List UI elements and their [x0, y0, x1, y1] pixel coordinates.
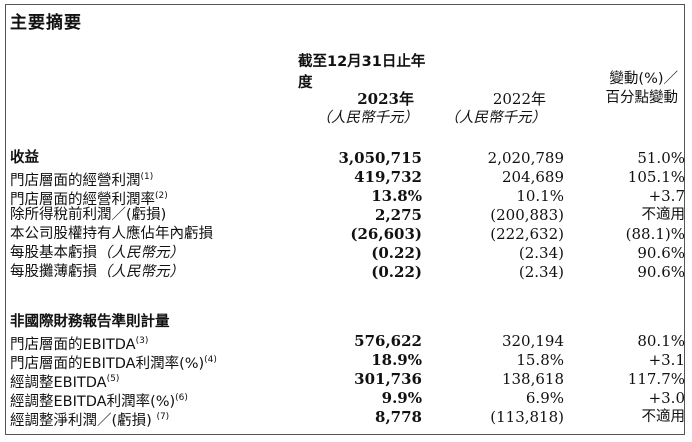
value-2022: (200,883) — [490, 206, 564, 224]
column-header-change: 變動(%)／ 百分點變動 — [560, 70, 679, 108]
page-title: 主要摘要 — [10, 13, 82, 33]
value-2022: (222,632) — [490, 225, 564, 243]
value-2023: 13.8% — [371, 187, 422, 205]
table-row-revenue: 收益 3,050,715 2,020,789 51.0% — [10, 149, 685, 168]
table-row-store-ebitda: 門店層面的EBITDA(3) 576,622 320,194 80.1% — [10, 332, 685, 353]
value-change: 不適用 — [641, 409, 686, 425]
column-unit-2023: （人民幣千元） — [316, 110, 419, 126]
value-2023: 3,050,715 — [338, 149, 422, 167]
value-2023: (26,603) — [350, 225, 422, 243]
value-change: 90.6% — [637, 263, 685, 281]
row-label: 本公司股權持有人應佔年內虧損 — [10, 226, 213, 242]
column-header-2022: 2022年 （人民幣千元） — [430, 90, 547, 128]
value-change: +3.1 — [648, 351, 685, 369]
row-label: 每股攤薄虧損（人民幣元） — [10, 264, 184, 280]
value-2023: 301,736 — [354, 370, 422, 388]
period-header: 截至12月31日止年度 — [298, 54, 426, 91]
row-label: 經調整EBITDA(5) — [10, 374, 120, 391]
table-row-adjusted-ebitda-margin: 經調整EBITDA利潤率(%)(6) 9.9% 6.9% +3.0 — [10, 389, 685, 410]
table-row-store-operating-margin: 門店層面的經營利潤率(2) 13.8% 10.1% +3.7 — [10, 187, 685, 208]
table-row-adjusted-ebitda: 經調整EBITDA(5) 301,736 138,618 117.7% — [10, 370, 685, 391]
row-label: 門店層面的經營利潤率(2) — [10, 191, 168, 208]
value-change: 51.0% — [637, 149, 685, 167]
column-year-2022: 2022年 — [492, 90, 546, 108]
column-unit-2022: （人民幣千元） — [444, 110, 547, 126]
value-2022: 6.9% — [525, 389, 564, 407]
row-label: 每股基本虧損（人民幣元） — [10, 245, 184, 261]
row-label: 門店層面的經營利潤(1) — [10, 172, 154, 189]
section-heading-non-ifrs: 非國際財務報告準則計量 — [10, 313, 680, 332]
value-2023: 2,275 — [375, 206, 422, 224]
value-change: +3.0 — [648, 389, 685, 407]
value-2023: 9.9% — [381, 389, 422, 407]
column-header-2023: 2023年 （人民幣千元） — [298, 90, 419, 128]
table-row-profit-before-tax: 除所得稅前利潤／(虧損) 2,275 (200,883) 不適用 — [10, 206, 685, 225]
value-2023: 8,778 — [375, 408, 422, 426]
row-label: 門店層面的EBITDA利潤率(%)(4) — [10, 355, 217, 372]
value-change: 90.6% — [637, 244, 685, 262]
column-year-2023: 2023年 — [357, 90, 414, 108]
value-change: (88.1)% — [625, 225, 685, 243]
value-change: 80.1% — [637, 332, 685, 350]
value-2023: (0.22) — [371, 263, 422, 281]
row-label: 經調整淨利潤／(虧損) (7) — [10, 412, 170, 429]
value-2023: 18.9% — [371, 351, 422, 369]
value-2022: 10.1% — [516, 187, 564, 205]
table-row-basic-loss-per-share: 每股基本虧損（人民幣元） (0.22) (2.34) 90.6% — [10, 244, 685, 263]
column-change-line2: 百分點變動 — [605, 90, 679, 106]
value-change: 105.1% — [627, 168, 685, 186]
column-change-line1: 變動(%)／ — [609, 71, 678, 87]
table-row-loss-attributable: 本公司股權持有人應佔年內虧損 (26,603) (222,632) (88.1)… — [10, 225, 685, 244]
value-2022: 320,194 — [501, 332, 564, 350]
value-change: 不適用 — [641, 207, 686, 223]
value-change: 117.7% — [627, 370, 685, 388]
value-2023: 576,622 — [354, 332, 422, 350]
table-row-adjusted-net-profit: 經調整淨利潤／(虧損) (7) 8,778 (113,818) 不適用 — [10, 408, 685, 429]
row-label: 門店層面的EBITDA(3) — [10, 336, 149, 353]
value-2023: (0.22) — [371, 244, 422, 262]
value-change: +3.7 — [648, 187, 685, 205]
row-label: 收益 — [10, 150, 39, 166]
value-2022: 138,618 — [501, 370, 564, 388]
value-2023: 419,732 — [354, 168, 422, 186]
table-row-diluted-loss-per-share: 每股攤薄虧損（人民幣元） (0.22) (2.34) 90.6% — [10, 263, 685, 282]
value-2022: (2.34) — [518, 263, 564, 281]
row-label: 除所得稅前利潤／(虧損) — [10, 207, 167, 223]
row-label: 經調整EBITDA利潤率(%)(6) — [10, 393, 188, 410]
value-2022: 15.8% — [516, 351, 564, 369]
value-2022: (113,818) — [490, 408, 564, 426]
value-2022: 2,020,789 — [487, 149, 564, 167]
value-2022: (2.34) — [518, 244, 564, 262]
table-row-store-ebitda-margin: 門店層面的EBITDA利潤率(%)(4) 18.9% 15.8% +3.1 — [10, 351, 685, 372]
section-heading: 非國際財務報告準則計量 — [10, 314, 170, 330]
table-row-store-operating-profit: 門店層面的經營利潤(1) 419,732 204,689 105.1% — [10, 168, 685, 189]
summary-box — [5, 4, 685, 435]
value-2022: 204,689 — [501, 168, 564, 186]
